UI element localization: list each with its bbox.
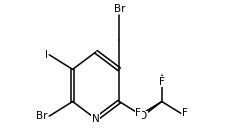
Text: F: F: [135, 108, 141, 118]
Text: I: I: [45, 50, 48, 60]
Text: F: F: [158, 77, 164, 87]
Text: Br: Br: [113, 4, 125, 14]
Text: F: F: [181, 108, 187, 118]
Text: O: O: [138, 111, 146, 121]
Text: N: N: [92, 114, 99, 124]
Text: Br: Br: [36, 111, 48, 121]
